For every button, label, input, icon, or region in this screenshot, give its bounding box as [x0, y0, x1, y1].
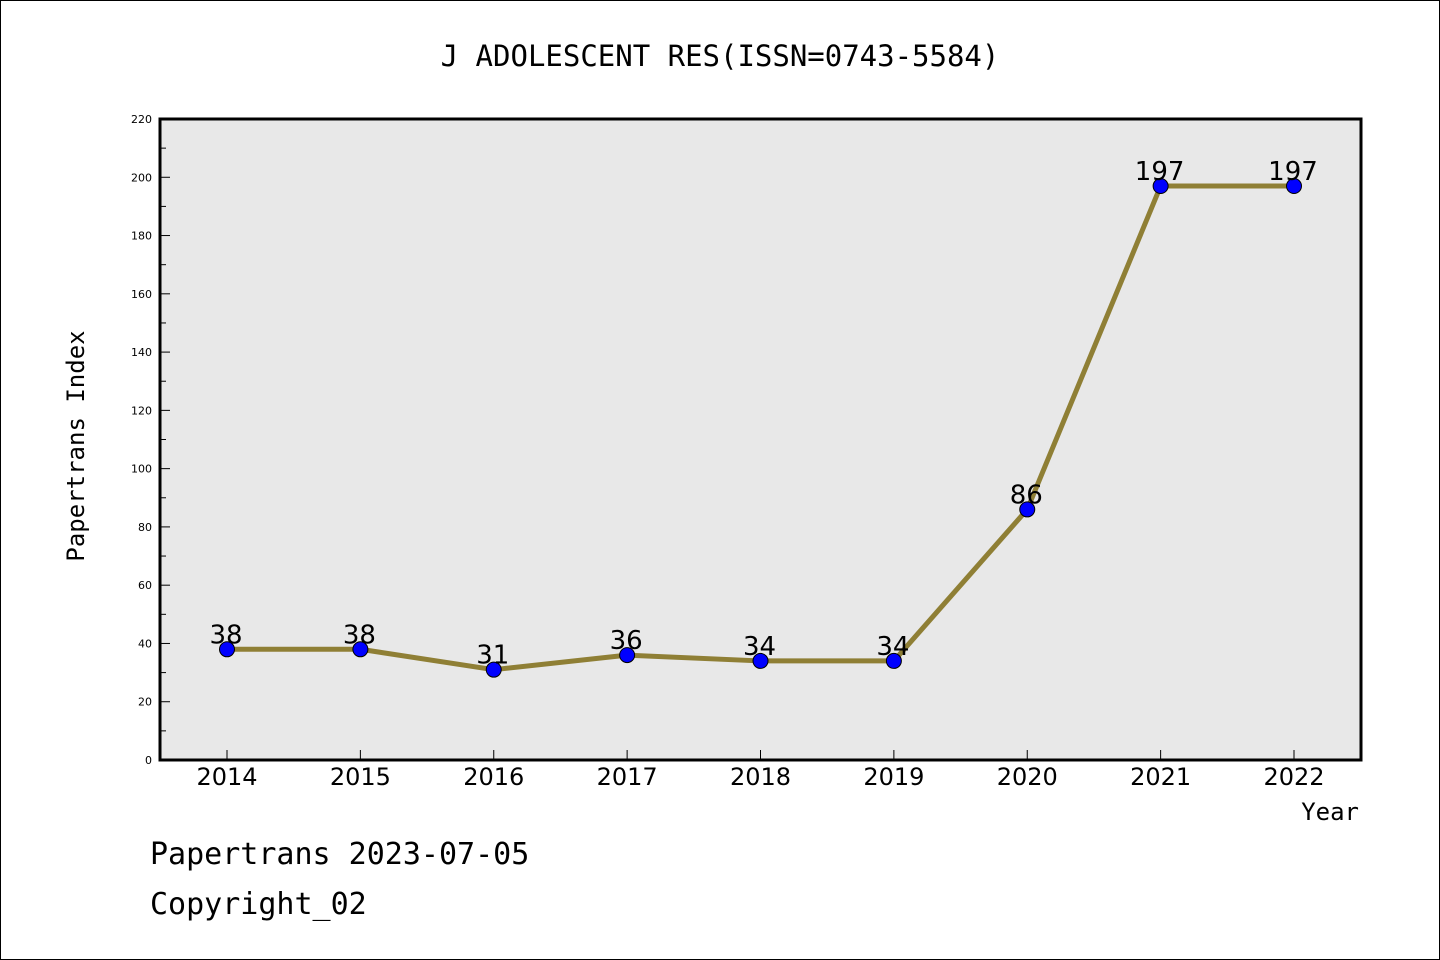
x-tick-label: 2015 — [330, 763, 391, 791]
data-point — [619, 647, 636, 664]
x-tick-label: 2017 — [597, 763, 658, 791]
x-axis-ticks: 2014 2015 2016 2017 2018 2019 2020 2021 2022 — [196, 750, 1325, 791]
data-label: 38 — [343, 620, 376, 650]
x-axis-label: Year — [1301, 798, 1359, 826]
y-tick-label: 0 — [145, 754, 152, 767]
y-tick-label: 160 — [131, 288, 152, 301]
data-label: 86 — [1010, 480, 1043, 510]
x-tick-label: 2022 — [1263, 763, 1324, 791]
x-tick-label: 2021 — [1130, 763, 1191, 791]
data-point — [1019, 501, 1036, 518]
data-label: 197 — [1268, 157, 1318, 187]
footer-copyright: Copyright_02 — [150, 887, 367, 922]
y-tick-label: 120 — [131, 404, 152, 417]
data-point — [885, 652, 902, 669]
y-tick-label: 40 — [138, 637, 152, 650]
x-tick-label: 2018 — [730, 763, 791, 791]
chart-title: J ADOLESCENT RES(ISSN=0743-5584) — [441, 39, 1000, 73]
data-point — [219, 641, 235, 658]
data-label: 34 — [876, 632, 909, 662]
y-tick-label: 100 — [131, 463, 152, 476]
y-tick-label: 140 — [131, 346, 152, 359]
data-label: 36 — [610, 626, 643, 656]
data-label: 31 — [476, 641, 509, 671]
data-label: 197 — [1135, 157, 1185, 187]
y-tick-label: 180 — [131, 230, 152, 243]
data-point — [485, 661, 502, 678]
data-point — [1152, 178, 1169, 195]
x-tick-label: 2019 — [863, 763, 924, 791]
y-tick-label: 60 — [138, 579, 152, 592]
series-markers — [219, 178, 1302, 678]
x-tick-label: 2020 — [997, 763, 1058, 791]
data-label: 34 — [743, 632, 776, 662]
data-point — [1286, 178, 1302, 195]
data-point — [752, 652, 769, 669]
y-tick-label: 80 — [138, 521, 152, 534]
x-tick-label: 2014 — [196, 763, 257, 791]
y-tick-label: 20 — [138, 696, 152, 709]
y-tick-label: 220 — [131, 113, 152, 126]
y-axis-label: Papertrans Index — [62, 330, 90, 561]
x-tick-label: 2016 — [463, 763, 524, 791]
y-axis-ticks: 0 20 40 60 80 100 120 140 160 180 200 220 — [131, 113, 170, 767]
data-point — [352, 641, 369, 658]
data-labels: 38 38 31 36 34 34 86 197 197 — [209, 157, 1317, 671]
footer-source-date: Papertrans 2023-07-05 — [150, 837, 529, 872]
data-label: 38 — [209, 620, 242, 650]
y-tick-label: 200 — [131, 171, 152, 184]
